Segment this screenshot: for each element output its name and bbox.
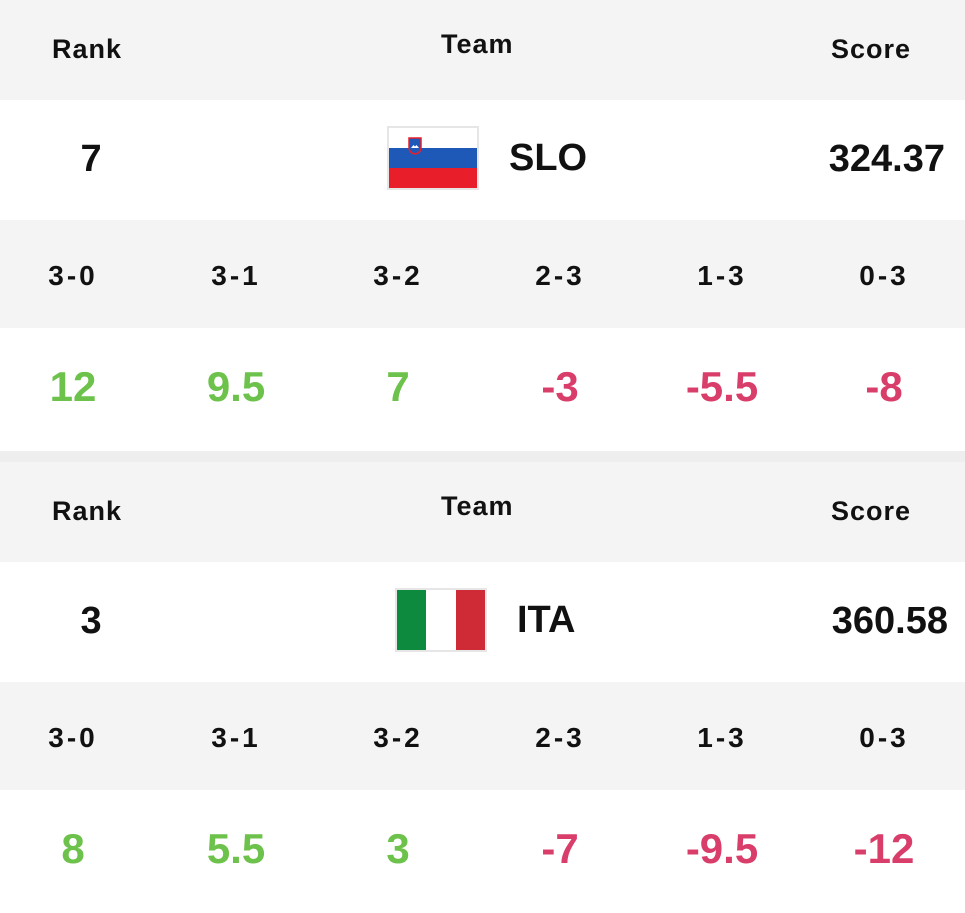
- team-header: Team: [441, 29, 514, 59]
- team-code: ITA: [517, 598, 576, 641]
- team-card-ita: Rank Team Score 3 ITA 360.58 3-0 3-1 3-2…: [0, 462, 965, 913]
- team-identity: SLO: [387, 126, 587, 190]
- outcome-points-row: 8 5.5 3 -7 -9.5 -12: [0, 790, 965, 913]
- team-identity: ITA: [395, 588, 575, 652]
- score-header: Score: [831, 34, 912, 64]
- team-card-header: Rank Team Score: [0, 0, 965, 100]
- outcome-points-row: 12 9.5 7 -3 -5.5 -8: [0, 328, 965, 451]
- card-divider: [0, 451, 965, 462]
- italy-flag-icon: [395, 588, 487, 652]
- team-header: Team: [441, 491, 514, 521]
- team-summary-row: 7 SLO 324.37: [0, 100, 965, 220]
- team-card-slo: Rank Team Score 7 SLO 324.37 3-0 3-1 3-2…: [0, 0, 965, 451]
- team-summary-row: 3 ITA 360.58: [0, 562, 965, 682]
- rank-header: Rank: [52, 496, 123, 526]
- team-code: SLO: [509, 136, 588, 179]
- score-header: Score: [831, 496, 912, 526]
- team-score: 360.58: [831, 600, 948, 642]
- rank-header: Rank: [52, 34, 123, 64]
- outcome-header-row: 3-0 3-1 3-2 2-3 1-3 0-3: [0, 682, 965, 790]
- slovenia-flag-icon: [387, 126, 479, 190]
- team-card-header: Rank Team Score: [0, 462, 965, 562]
- team-score: 324.37: [828, 138, 945, 180]
- coat-of-arms-icon: [408, 137, 422, 155]
- outcome-header-row: 3-0 3-1 3-2 2-3 1-3 0-3: [0, 220, 965, 328]
